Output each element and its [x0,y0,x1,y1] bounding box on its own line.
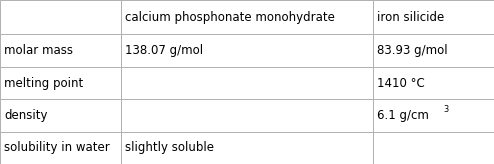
Text: solubility in water: solubility in water [4,141,110,154]
Bar [0,99,121,132]
Bar [121,99,373,132]
Text: 3: 3 [444,105,449,114]
Bar [121,67,373,99]
Text: melting point: melting point [4,77,83,90]
Bar [121,132,373,164]
Text: molar mass: molar mass [4,44,73,57]
Text: 1410 °C: 1410 °C [377,77,425,90]
Text: 6.1 g/cm: 6.1 g/cm [377,109,429,122]
Bar [373,0,494,34]
Bar [0,0,121,34]
Bar [121,34,373,67]
Text: density: density [4,109,47,122]
Bar [0,132,121,164]
Bar [373,67,494,99]
Bar [373,99,494,132]
Text: slightly soluble: slightly soluble [125,141,214,154]
Bar [0,67,121,99]
Bar [373,34,494,67]
Text: 83.93 g/mol: 83.93 g/mol [377,44,448,57]
Bar [0,34,121,67]
Bar [121,0,373,34]
Text: 138.07 g/mol: 138.07 g/mol [125,44,203,57]
Bar [373,132,494,164]
Text: iron silicide: iron silicide [377,11,444,24]
Text: calcium phosphonate monohydrate: calcium phosphonate monohydrate [125,11,335,24]
